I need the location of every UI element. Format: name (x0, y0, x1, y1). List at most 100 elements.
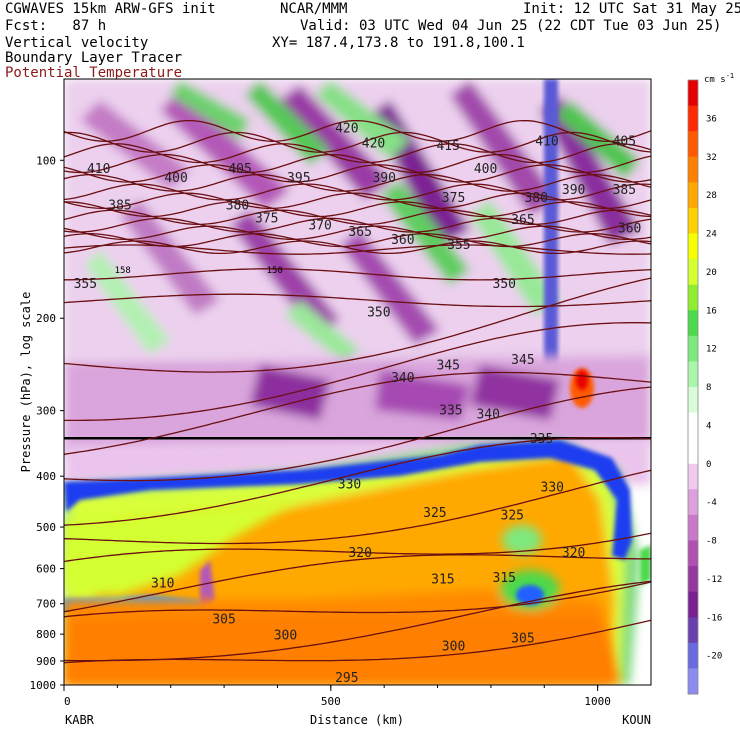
theta-label: 295 (335, 671, 358, 686)
colorbar-swatch (688, 284, 698, 311)
boundary-markers: 158 150 (115, 266, 283, 276)
y-tick-label: 800 (36, 628, 56, 641)
theta-contour-line (64, 469, 651, 545)
header-valid-time: Valid: 03 UTC Wed 04 Jun 25 (22 CDT Tue … (300, 18, 722, 34)
theta-label: 315 (431, 573, 454, 588)
colorbar-frame (687, 79, 699, 695)
x-axis: 0 500 1000 (63, 685, 611, 708)
x-axis-title: Distance (km) (310, 713, 404, 727)
theta-label: 410 (87, 162, 110, 177)
colorbar-swatch (688, 156, 698, 183)
theta-label: 415 (436, 139, 459, 154)
colorbar-swatch (688, 642, 698, 669)
theta-label: 420 (335, 122, 358, 137)
theta-contour-line (64, 268, 651, 281)
theta-contour-line (64, 164, 651, 183)
theta-label: 375 (442, 191, 465, 206)
theta-label: 350 (493, 277, 516, 292)
header-center: NCAR/MMM (280, 1, 348, 17)
colorbar-swatch (688, 361, 698, 388)
y-tick-label: 900 (36, 655, 56, 668)
x-tick-label: 500 (321, 695, 341, 708)
theta-label: 375 (255, 211, 278, 226)
header-field-potential-temperature: Potential Temperature (5, 65, 183, 81)
theta-label: 335 (439, 404, 462, 419)
theta-contour-line (64, 581, 651, 618)
theta-contour-line (64, 277, 651, 373)
colorbar-swatch (688, 668, 698, 695)
theta-label: 345 (511, 353, 534, 368)
theta-contour-line (64, 119, 651, 142)
theta-label: 385 (613, 183, 636, 198)
y-tick-label: 600 (36, 563, 56, 576)
theta-contour-line (64, 183, 651, 201)
theta-contour-line (64, 293, 651, 308)
theta-label: 390 (372, 171, 395, 186)
theta-contour-line (64, 322, 651, 422)
theta-label: 305 (511, 631, 534, 646)
header-init-time: Init: 12 UTC Sat 31 May 25 (523, 1, 740, 17)
tropopause-band-shading (64, 355, 651, 455)
boundary-marker-label: 150 (267, 266, 283, 276)
colorbar-swatch (688, 540, 698, 567)
theta-label: 395 (287, 171, 310, 186)
theta-label: 325 (423, 506, 446, 521)
theta-label: 300 (442, 640, 465, 655)
colorbar-swatch (688, 591, 698, 618)
theta-label: 340 (476, 407, 499, 422)
header-field-boundary-layer-tracer: Boundary Layer Tracer (5, 50, 183, 66)
tropopause-line (64, 437, 651, 440)
stratosphere-wave-shading (64, 79, 651, 365)
colorbar-tick-label: 36 (706, 114, 717, 124)
colorbar-swatch (688, 438, 698, 465)
theta-contour-line (64, 173, 651, 192)
colorbar-swatch (688, 182, 698, 209)
colorbar-swatch (688, 335, 698, 362)
colorbar-tick-label: 4 (706, 421, 711, 431)
colorbar-tick-label: -4 (706, 498, 717, 508)
theta-label: 360 (618, 222, 641, 237)
plot-area: 420 420 415 410 405 410 405 400 395 390 400 390 385 3… (64, 79, 651, 686)
theta-label: 360 (391, 233, 414, 248)
colorbar-tick-label: 0 (706, 460, 711, 470)
theta-label: 405 (228, 162, 251, 177)
theta-contour-line (64, 192, 651, 210)
theta-label: 380 (226, 199, 249, 214)
colorbar-swatch (688, 514, 698, 541)
theta-contour-line (64, 386, 651, 482)
y-tick-label: 100 (36, 154, 56, 167)
y-tick-label: 500 (36, 521, 56, 534)
colorbar-swatch (688, 233, 698, 260)
colorbar-swatch (688, 617, 698, 644)
theta-contour-line (64, 225, 651, 241)
theta-contour-line (64, 619, 651, 664)
colorbar-tick-label: 20 (706, 268, 717, 278)
boundary-marker-label: 158 (115, 266, 131, 276)
theta-label: 320 (348, 546, 371, 561)
colorbar-swatch (688, 259, 698, 286)
theta-contour-line (64, 217, 651, 233)
colorbar-swatch (688, 566, 698, 593)
theta-label: 385 (108, 199, 131, 214)
colorbar-swatch (688, 489, 698, 516)
theta-label: 400 (164, 171, 187, 186)
endpoint-right-label: KOUN (622, 713, 651, 727)
y-axis: 100 200 300 400 500 600 700 800 900 1000 (30, 154, 64, 692)
theta-contour-line (64, 371, 651, 455)
colorbar: 36 32 28 24 20 16 12 8 4 0 -4 -8 -12 -16 -20 (687, 79, 722, 695)
theta-label: 365 (348, 225, 371, 240)
colorbar-tick-label: 12 (706, 345, 717, 355)
colorbar-swatch (688, 412, 698, 439)
theta-label: 410 (535, 134, 558, 149)
endpoint-left-label: KABR (65, 713, 95, 727)
theta-label: 335 (530, 432, 553, 447)
theta-label: 420 (362, 137, 385, 152)
potential-temperature-contours (64, 119, 651, 664)
header-field-vertical-velocity: Vertical velocity (5, 35, 149, 51)
theta-label: 370 (308, 218, 331, 233)
colorbar-tick-label: -20 (706, 652, 722, 662)
theta-label: 350 (367, 305, 390, 320)
theta-label: 330 (541, 480, 564, 495)
colorbar-tick-label: 16 (706, 306, 717, 316)
